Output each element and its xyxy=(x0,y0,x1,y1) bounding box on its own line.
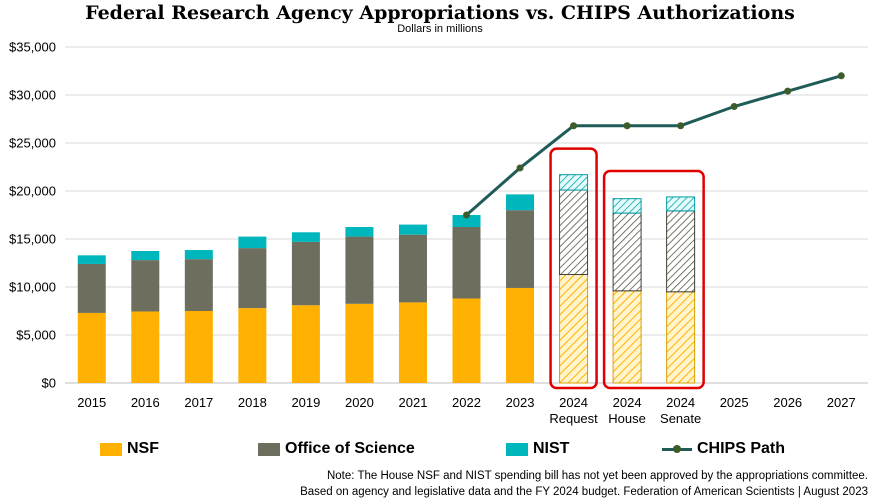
legend-label-office-of-science: Office of Science xyxy=(285,440,415,457)
legend-label-nist: NIST xyxy=(533,440,570,457)
bar-nist-2018 xyxy=(238,236,267,249)
y-tick-label-35000: $35,000 xyxy=(9,40,56,55)
highlight-box-2024-house-2024-senate xyxy=(602,169,705,390)
chart-title: Federal Research Agency Appropriations v… xyxy=(85,2,795,24)
bar-nsf-2023 xyxy=(506,287,535,383)
bar-nist-2019 xyxy=(291,232,320,242)
bar-office-of-science-2024-request xyxy=(559,189,589,276)
x-tick-label-2023-1: 2023 xyxy=(506,395,535,410)
x-tick-label-2026-1: 2026 xyxy=(773,395,802,410)
bar-nsf-2024-request xyxy=(559,274,589,384)
bar-office-of-science-2023 xyxy=(506,210,535,288)
footnote-line-1: Note: The House NSF and NIST spending bi… xyxy=(326,470,868,482)
bar-office-of-science-2022 xyxy=(452,227,481,299)
bar-office-of-science-2016 xyxy=(131,260,160,312)
legend-swatch-chips-path xyxy=(662,442,692,456)
bar-nsf-2016 xyxy=(131,311,160,383)
y-tick-label-0: $0 xyxy=(42,376,56,391)
bar-office-of-science-2018 xyxy=(238,248,267,309)
chips-path-point-2024-house xyxy=(623,122,631,130)
bar-nsf-2019 xyxy=(291,305,320,383)
x-tick-label-2024-house-1: 2024 xyxy=(613,395,642,410)
chips-path-point-2027 xyxy=(837,72,845,80)
legend-swatch-nist xyxy=(506,442,528,456)
y-tick-label-15000: $15,000 xyxy=(9,232,56,247)
x-tick-label-2027-1: 2027 xyxy=(827,395,856,410)
bar-nsf-2021 xyxy=(398,302,427,383)
y-tick-label-5000: $5,000 xyxy=(16,328,56,343)
x-tick-label-2024-house-2: House xyxy=(608,411,646,426)
bar-nsf-2024-house xyxy=(612,290,642,384)
x-tick-label-2024-senate-2: Senate xyxy=(660,411,701,426)
chips-path-point-2025 xyxy=(730,103,738,111)
x-tick-label-2015-1: 2015 xyxy=(77,395,106,410)
bar-office-of-science-2015 xyxy=(77,263,106,313)
bar-office-of-science-2019 xyxy=(291,241,320,306)
chips-path-point-2026 xyxy=(784,87,792,95)
bar-nist-2022 xyxy=(452,215,481,227)
bar-office-of-science-2017 xyxy=(184,259,213,311)
x-tick-label-2016-1: 2016 xyxy=(131,395,160,410)
chart-plot: $0 $5,000 $10,000 $15,000 $20,000 $25,000 $30,… xyxy=(9,40,868,426)
x-tick-label-2021-1: 2021 xyxy=(399,395,428,410)
bar-nist-2017 xyxy=(184,250,213,260)
chart-subtitle: Dollars in millions xyxy=(397,23,483,35)
bar-nsf-2017 xyxy=(184,311,213,383)
bar-nsf-2024-senate xyxy=(666,291,696,384)
bar-office-of-science-2024-house xyxy=(612,212,642,292)
chips-path-point-2024-request xyxy=(570,122,578,130)
chips-path-line xyxy=(465,74,842,217)
bar-nist-2024-house xyxy=(612,198,642,214)
legend-item-nsf: NSF xyxy=(100,440,159,458)
bar-nsf-2020 xyxy=(345,303,374,383)
footnote-line-2: Based on agency and legislative data and… xyxy=(300,486,868,498)
legend-label-chips-path: CHIPS Path xyxy=(697,440,786,457)
x-tick-label-2020-1: 2020 xyxy=(345,395,374,410)
x-tick-label-2017-1: 2017 xyxy=(184,395,213,410)
x-tick-label-2018-1: 2018 xyxy=(238,395,267,410)
bar-office-of-science-2020 xyxy=(345,236,374,304)
x-tick-label-2024-request-2: Request xyxy=(549,411,598,426)
bar-nist-2020 xyxy=(345,227,374,237)
legend-item-nist: NIST xyxy=(506,440,569,458)
legend-label-nsf: NSF xyxy=(127,440,159,457)
highlight-box-2024-request xyxy=(549,147,598,390)
bar-nist-2024-request xyxy=(559,174,589,191)
y-tick-label-25000: $25,000 xyxy=(9,136,56,151)
x-tick-label-2022-1: 2022 xyxy=(452,395,481,410)
bar-nist-2015 xyxy=(77,255,106,264)
bar-nist-2023 xyxy=(506,194,535,211)
y-tick-label-20000: $20,000 xyxy=(9,184,56,199)
legend-swatch-office-of-science xyxy=(258,442,280,456)
bar-nist-2021 xyxy=(398,224,427,235)
y-tick-label-30000: $30,000 xyxy=(9,88,56,103)
legend-item-chips-path: CHIPS Path xyxy=(662,440,785,458)
chips-path-point-2023 xyxy=(516,164,524,172)
bar-office-of-science-2021 xyxy=(398,234,427,303)
bar-nsf-2022 xyxy=(452,298,481,383)
bar-office-of-science-2024-senate xyxy=(666,210,696,293)
chips-path-point-2024-senate xyxy=(677,122,685,130)
chips-path-point-2022 xyxy=(463,211,470,219)
bar-nsf-2018 xyxy=(238,308,267,383)
x-tick-label-2019-1: 2019 xyxy=(291,395,320,410)
legend-item-office-of-science: Office of Science xyxy=(258,440,415,458)
bar-nsf-2015 xyxy=(77,312,106,383)
x-tick-label-2024-request-1: 2024 xyxy=(559,395,588,410)
y-tick-label-10000: $10,000 xyxy=(9,280,56,295)
legend-swatch-nsf xyxy=(100,442,122,456)
x-tick-label-2024-senate-1: 2024 xyxy=(666,395,695,410)
x-tick-label-2025-1: 2025 xyxy=(720,395,749,410)
bar-nist-2016 xyxy=(131,251,160,261)
bar-nist-2024-senate xyxy=(666,196,696,212)
